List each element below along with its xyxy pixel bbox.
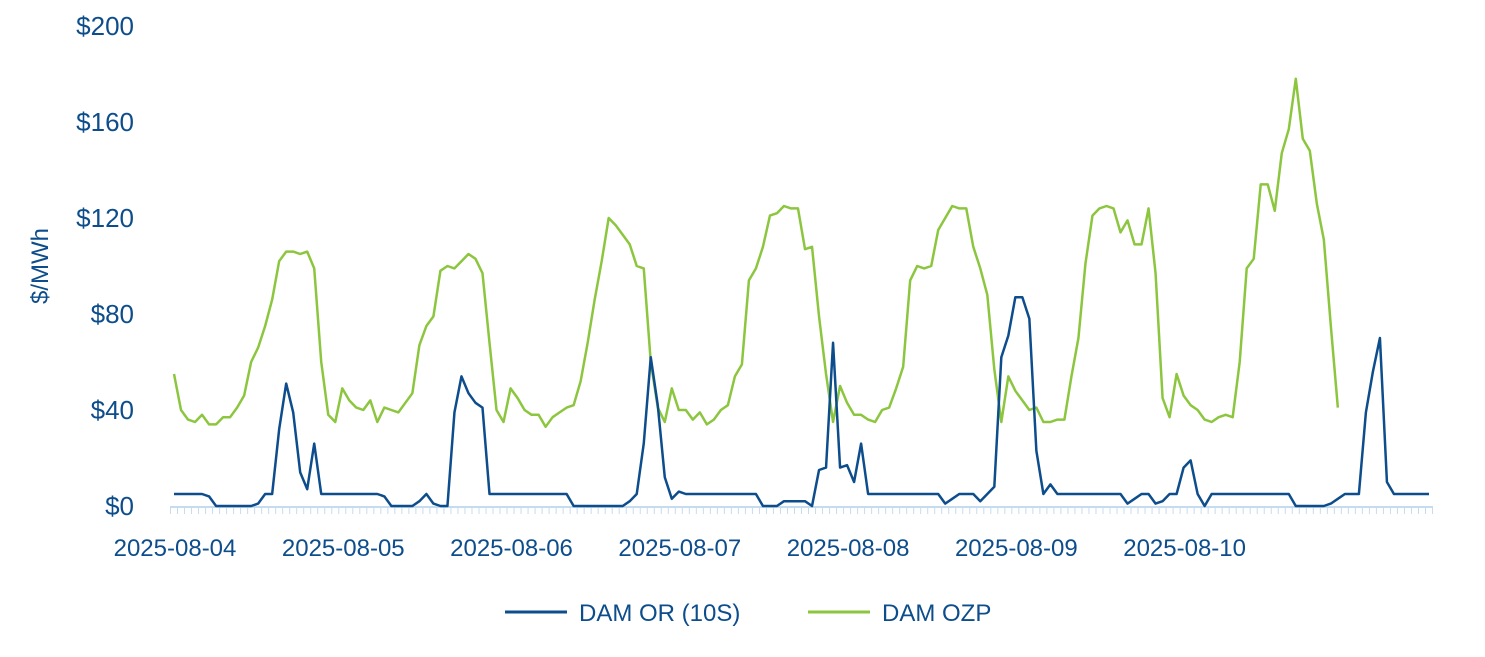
x-axis [169, 506, 1434, 514]
y-tick-labels: $0 $40 $80 $120 $160 $200 [76, 11, 134, 521]
y-axis-title-group: $/MWh [27, 228, 54, 304]
series-lines [172, 77, 1429, 508]
x-tick-labels: 2025-08-04 2025-08-05 2025-08-06 2025-08-07… [114, 535, 1246, 562]
y-tick-label: $120 [76, 203, 134, 233]
x-tick-label: 2025-08-06 [450, 535, 573, 562]
legend-label-dam-or: DAM OR (10S) [579, 600, 740, 627]
x-tick-label: 2025-08-10 [1123, 535, 1246, 562]
series-line-dam-ozp [172, 77, 1340, 429]
legend-label-dam-ozp: DAM OZP [882, 600, 991, 627]
y-axis-title: $/MWh [27, 228, 54, 304]
x-tick-label: 2025-08-07 [618, 535, 741, 562]
y-tick-label: $160 [76, 107, 134, 137]
legend: DAM OR (10S) DAM OZP [505, 600, 991, 627]
y-tick-label: $0 [105, 491, 134, 521]
y-tick-label: $40 [91, 395, 134, 425]
x-tick-label: 2025-08-05 [282, 535, 405, 562]
x-tick-label: 2025-08-08 [787, 535, 910, 562]
y-tick-label: $200 [76, 11, 134, 41]
series-line-dam-or [174, 295, 1429, 508]
y-tick-label: $80 [91, 299, 134, 329]
x-tick-label: 2025-08-04 [114, 535, 237, 562]
x-tick-label: 2025-08-09 [955, 535, 1078, 562]
